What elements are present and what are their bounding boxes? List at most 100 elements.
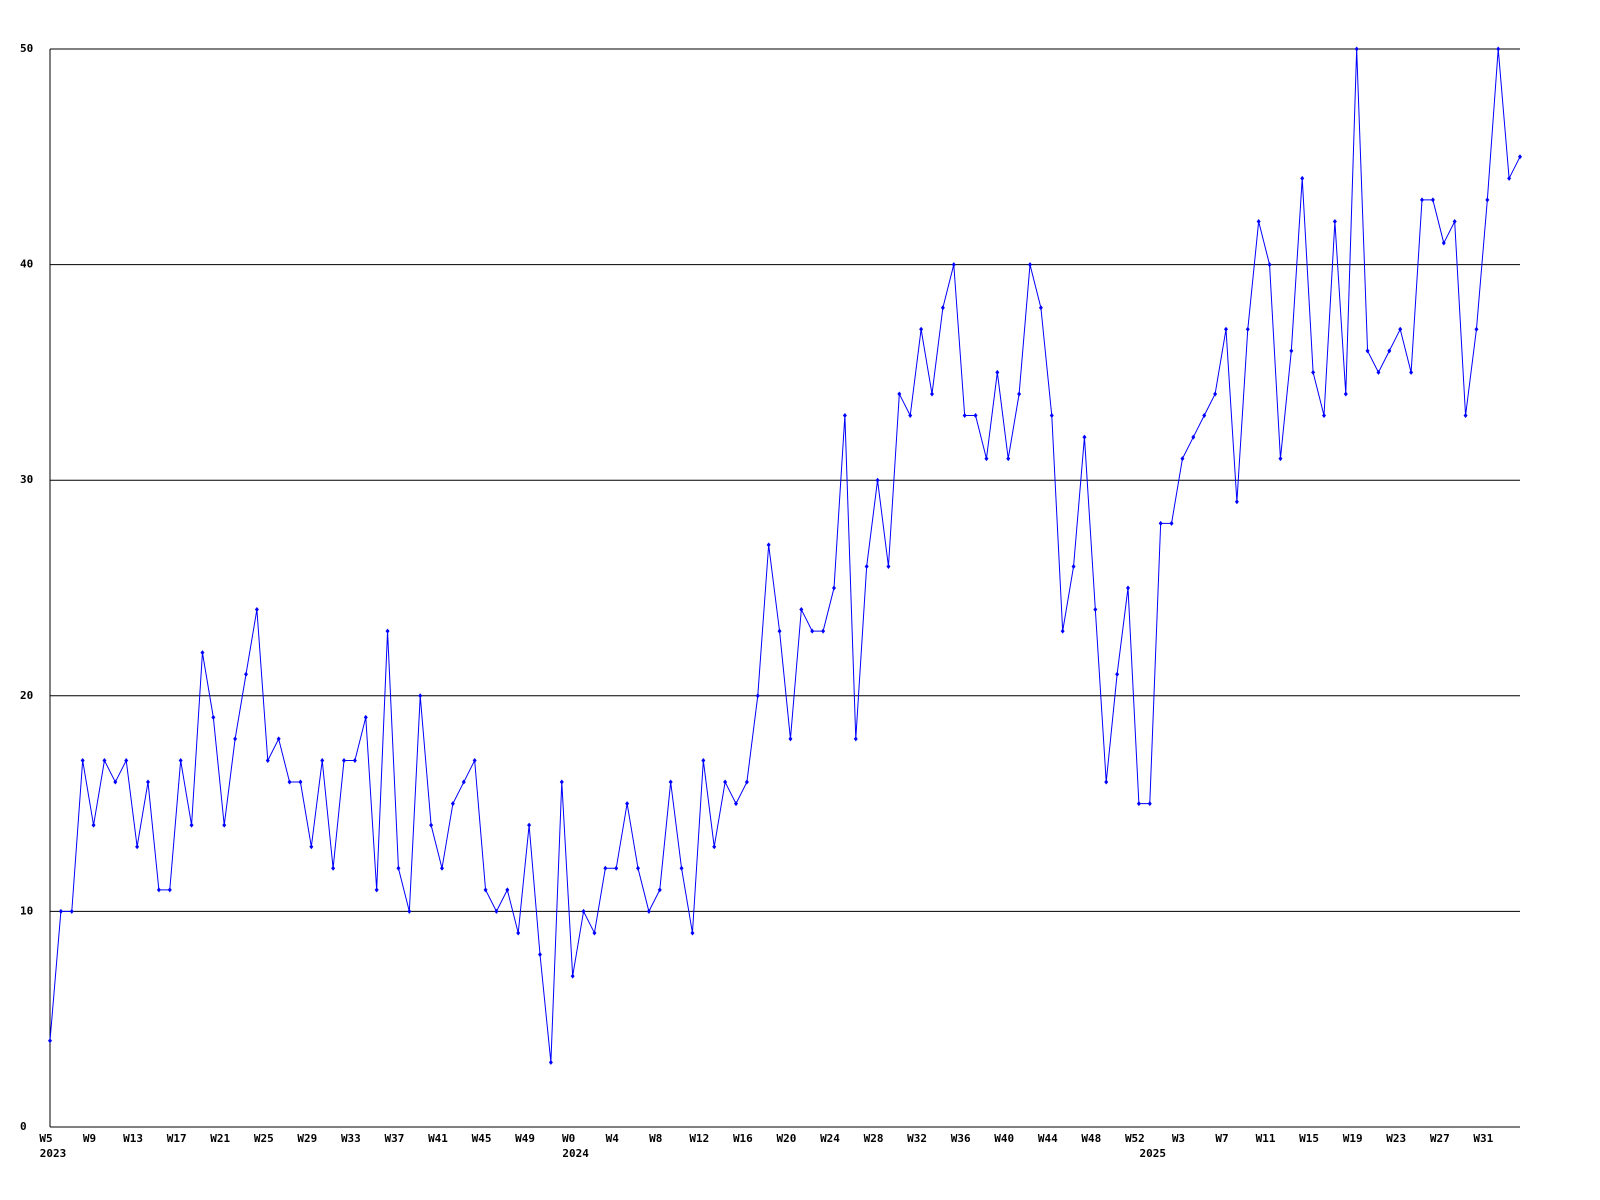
x-tick-label: W31 (1473, 1132, 1493, 1145)
data-point (973, 413, 978, 419)
data-point (58, 908, 63, 914)
data-point (1518, 154, 1522, 160)
x-tick-label: W13 (123, 1132, 143, 1145)
data-point (505, 887, 510, 893)
data-point (559, 779, 564, 785)
data-point (1180, 456, 1185, 462)
data-point (1507, 175, 1512, 181)
data-point (864, 563, 869, 569)
data-point (244, 671, 248, 677)
data-point (233, 736, 238, 742)
data-point (570, 973, 575, 979)
data-point (1038, 305, 1043, 311)
year-label: 2024 (562, 1147, 589, 1160)
data-point (908, 413, 913, 419)
data-point (135, 844, 140, 850)
data-point (167, 887, 172, 893)
data-point (1474, 326, 1479, 332)
data-point (287, 779, 292, 785)
x-tick-label: W37 (385, 1132, 405, 1145)
data-point (276, 736, 281, 742)
data-point (1060, 628, 1065, 634)
y-tick-label: 20 (20, 689, 33, 702)
data-point (1398, 326, 1403, 332)
data-point (1256, 218, 1261, 224)
data-point (1126, 585, 1130, 591)
data-point (200, 650, 205, 656)
data-point (450, 801, 455, 807)
x-tick-label: W33 (341, 1132, 361, 1145)
data-line (49, 48, 1521, 1063)
data-point (1278, 456, 1283, 462)
data-point (429, 822, 434, 828)
data-point (951, 262, 956, 268)
data-point (842, 413, 847, 419)
data-point (124, 757, 129, 763)
data-point (636, 865, 640, 871)
data-point (1213, 391, 1218, 397)
data-point (1082, 434, 1087, 440)
x-tick-label: W11 (1256, 1132, 1276, 1145)
y-tick-label: 10 (20, 904, 33, 917)
data-point (461, 779, 466, 785)
data-point (363, 714, 368, 720)
data-point (1311, 369, 1316, 375)
data-point (1049, 413, 1054, 419)
x-tick-label: W21 (210, 1132, 230, 1145)
x-tick-label: W0 (562, 1132, 575, 1145)
data-point (1496, 46, 1501, 52)
y-tick-label: 50 (20, 42, 33, 55)
data-point (1332, 218, 1337, 224)
x-tick-label: W29 (297, 1132, 317, 1145)
data-point (538, 952, 542, 958)
data-point (1093, 607, 1098, 613)
data-point (777, 628, 782, 634)
data-point (320, 757, 325, 763)
data-point (1300, 175, 1305, 181)
data-point (342, 757, 346, 763)
data-point (897, 391, 902, 397)
data-point (1234, 499, 1239, 505)
x-tick-label: W24 (820, 1132, 840, 1145)
x-tick-label: W49 (515, 1132, 535, 1145)
x-tick-label: W3 (1172, 1132, 1185, 1145)
x-tick-label: W44 (1038, 1132, 1058, 1145)
y-tick-label: 0 (20, 1120, 27, 1133)
data-point (1017, 391, 1022, 397)
data-point (679, 865, 684, 871)
x-tick-label: W41 (428, 1132, 448, 1145)
data-point (712, 844, 717, 850)
data-point (875, 477, 880, 483)
data-point (69, 908, 74, 914)
data-point (853, 736, 858, 742)
x-tick-label: W45 (472, 1132, 492, 1145)
x-tick-label: W12 (689, 1132, 709, 1145)
y-tick-label: 30 (20, 473, 33, 486)
data-point (1485, 197, 1490, 203)
x-tick-label: W40 (994, 1132, 1014, 1145)
data-point (668, 779, 673, 785)
x-tick-label: W48 (1081, 1132, 1101, 1145)
data-point (1191, 434, 1196, 440)
data-point (930, 391, 934, 397)
data-point (1420, 197, 1424, 203)
x-tick-label: W25 (254, 1132, 274, 1145)
data-point (189, 822, 194, 828)
data-point (483, 887, 488, 893)
data-point (1441, 240, 1446, 246)
data-point (1430, 197, 1435, 203)
data-point (886, 563, 891, 569)
data-point (701, 757, 706, 763)
data-point (1376, 369, 1381, 375)
data-point (1104, 779, 1109, 785)
data-point (1245, 326, 1250, 332)
data-point (1224, 326, 1228, 332)
data-point (755, 693, 760, 699)
data-point (374, 887, 379, 893)
data-point (603, 865, 608, 871)
data-point (984, 456, 989, 462)
data-point (766, 542, 771, 548)
data-point (516, 930, 521, 936)
data-point (832, 585, 836, 591)
